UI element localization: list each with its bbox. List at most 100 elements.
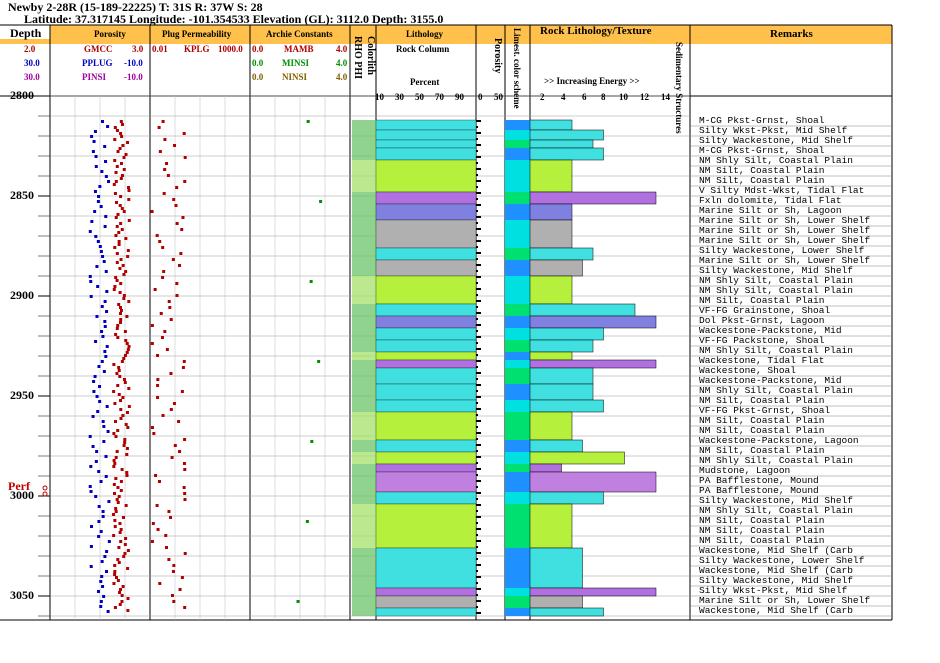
kplg-point <box>182 462 186 465</box>
colorlith-block <box>352 204 376 220</box>
gmcc-point <box>116 384 120 387</box>
gmcc-point <box>112 534 116 537</box>
lithology-block <box>375 451 477 465</box>
gmcc-point <box>119 312 123 315</box>
kplg-point <box>165 348 169 351</box>
gmcc-point <box>119 540 123 543</box>
gmcc-point <box>124 537 128 540</box>
depth-header: Depth <box>10 26 42 40</box>
gmcc-point <box>112 288 116 291</box>
pplug-point <box>100 360 104 363</box>
porosity-bar <box>476 540 481 542</box>
gmcc-point <box>114 180 118 183</box>
energy-tick-6: 14 <box>661 92 670 102</box>
pplug-point <box>99 205 103 208</box>
kplg-point <box>168 306 172 309</box>
gmcc-point <box>112 483 116 486</box>
gmcc-point <box>118 603 122 606</box>
mamb-max: 4.0 <box>336 44 348 54</box>
gmcc-point <box>126 567 130 570</box>
kplg-point <box>172 564 176 567</box>
remark-text: NM Shly Silt, Coastal Plain <box>699 385 853 396</box>
colorlith-block <box>352 148 376 160</box>
gmcc-point <box>118 291 122 294</box>
pplug-point <box>96 240 100 243</box>
lith-tick-2: 50 <box>415 92 424 102</box>
pplug-point <box>89 280 93 283</box>
lime-scheme-block <box>505 472 530 492</box>
colorlith-block <box>352 492 376 504</box>
ninsi-max: 4.0 <box>336 72 348 82</box>
pplug-point <box>90 135 94 138</box>
remark-text: Wackestone-Packstone, Lagoon <box>699 435 859 446</box>
gmcc-point <box>119 399 123 402</box>
gmcc-point <box>115 129 119 132</box>
energy-bar <box>529 275 573 305</box>
kplg-point <box>183 498 187 501</box>
energy-bar <box>529 191 657 205</box>
perf-marker <box>42 491 48 497</box>
colorlith-block <box>352 548 376 588</box>
porosity-header: Porosity <box>94 29 126 39</box>
lithology-block <box>375 219 477 249</box>
gmcc-name: GMCC <box>84 44 113 54</box>
gmcc-point <box>122 156 126 159</box>
kplg-point <box>178 588 182 591</box>
minsi-point <box>296 600 300 603</box>
gmcc-point <box>124 423 128 426</box>
lime-scheme-block <box>505 504 530 548</box>
pplug-point <box>100 120 104 123</box>
pplug-point <box>97 470 101 473</box>
lime-scheme-block <box>505 304 530 316</box>
gmcc-point <box>119 528 123 531</box>
gmcc-point <box>112 363 116 366</box>
kplg-point <box>183 156 187 159</box>
remark-text: Dol Pkst-Grnst, Lagoon <box>699 315 825 326</box>
kplg-point <box>178 450 182 453</box>
colorlith-header: Colorlith <box>365 36 376 75</box>
energy-tick-3: 8 <box>601 92 606 102</box>
kplg-point <box>153 288 157 291</box>
colorlith-block <box>352 260 376 276</box>
colorlith-block <box>352 360 376 368</box>
remark-text: Wackestone, Mid Shelf (Carb <box>699 605 853 616</box>
gmcc-point <box>122 444 126 447</box>
gmcc-point <box>117 369 121 372</box>
kplg-point <box>163 330 167 333</box>
pinsi-name: PINSI <box>82 72 107 82</box>
gmcc-point <box>114 276 118 279</box>
gmcc-point <box>119 177 123 180</box>
kplg-point <box>150 540 154 543</box>
remark-text: Silty Wackestone, Mid Shelf <box>699 135 853 146</box>
energy-bar <box>529 327 604 341</box>
lithology-block <box>375 503 477 549</box>
kplg-point <box>162 270 166 273</box>
kplg-point <box>183 438 187 441</box>
lime-scheme-block <box>505 340 530 352</box>
archie-header: Archie Constants <box>266 29 333 39</box>
remark-text: Wackestone, Mid Shelf (Carb <box>699 565 853 576</box>
pplug-point <box>99 530 103 533</box>
lithology-block <box>375 411 477 441</box>
colorlith-block <box>352 412 376 440</box>
porosity-bar <box>476 312 481 314</box>
gmcc-point <box>114 576 118 579</box>
porosity-bar <box>476 576 481 578</box>
gmcc-point <box>123 438 127 441</box>
minsi-max: 4.0 <box>336 58 348 68</box>
depth-label-3050: 3050 <box>10 588 34 602</box>
porosity-bar <box>476 288 481 290</box>
remark-text: NM Shly Silt, Coastal Plain <box>699 275 853 286</box>
rock-texture-header: Rock Lithology/Texture <box>540 25 652 37</box>
remark-text: VF-FG Pkst-Grnst, Shoal <box>699 405 831 416</box>
remark-text: NM Silt, Coastal Plain <box>699 445 825 456</box>
pplug-point <box>104 175 108 178</box>
colorlith-block <box>352 340 376 352</box>
pplug-point <box>101 335 105 338</box>
kplg-point <box>161 246 165 249</box>
lithology-block <box>375 471 477 493</box>
energy-bar <box>529 383 594 401</box>
lime-scheme-block <box>505 492 530 504</box>
pplug-point <box>91 415 95 418</box>
porosity-bar <box>476 156 481 158</box>
